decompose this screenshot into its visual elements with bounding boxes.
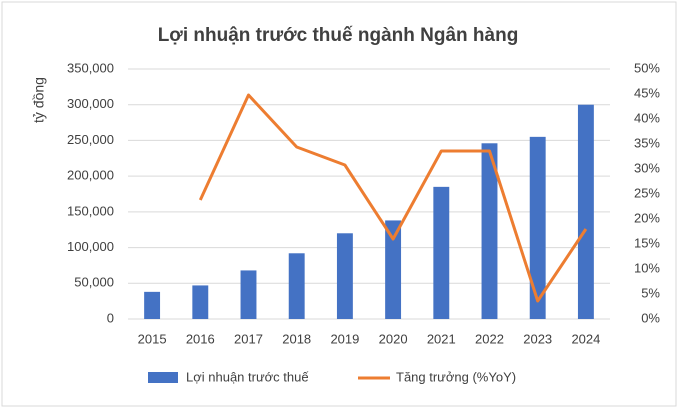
y-tick-label: 50,000 [74,275,114,290]
y-tick-label: 200,000 [67,168,114,183]
y2-tick-label: 15% [634,235,660,250]
y-tick-label: 150,000 [67,203,114,218]
x-tick-label: 2023 [523,331,552,346]
y-tick-label: 300,000 [67,96,114,111]
legend-label: Lợi nhuận trước thuế [186,369,309,384]
legend-label: Tăng trưởng (%YoY) [396,369,516,384]
y-tick-label: 100,000 [67,239,114,254]
x-tick-label: 2019 [330,331,359,346]
x-tick-label: 2016 [186,331,215,346]
y2-tick-label: 40% [634,110,660,125]
y-axis-label: tỷ đồng [31,77,47,123]
x-tick-label: 2017 [234,331,263,346]
bar [577,104,594,319]
bar [385,220,402,319]
y-tick-label: 350,000 [67,60,114,75]
y2-tick-label: 35% [634,135,660,150]
chart-title: Lợi nhuận trước thuế ngành Ngân hàng [158,25,519,46]
bar [481,143,498,319]
bar [144,291,161,319]
y2-tick-label: 25% [634,185,660,200]
y2-tick-label: 50% [634,60,660,75]
x-tick-label: 2018 [282,331,311,346]
y2-tick-label: 10% [634,260,660,275]
legend-swatch [148,372,178,383]
line [198,93,588,303]
x-tick-label: 2024 [571,331,600,346]
bar [336,233,353,319]
y2-tick-label: 5% [641,285,660,300]
y2-tick-label: 0% [641,310,660,325]
x-tick-label: 2022 [475,331,504,346]
y2-tick-label: 45% [634,85,660,100]
bar [192,285,209,319]
y-tick-label: 250,000 [67,132,114,147]
bar [529,136,546,319]
x-tick-label: 2020 [379,331,408,346]
x-tick-label: 2021 [427,331,456,346]
bar [433,186,450,319]
bar [288,253,305,319]
y2-tick-label: 20% [634,210,660,225]
y-tick-label: 0 [107,310,114,325]
x-tick-label: 2015 [138,331,167,346]
bar [240,270,257,319]
y2-tick-label: 30% [634,160,660,175]
